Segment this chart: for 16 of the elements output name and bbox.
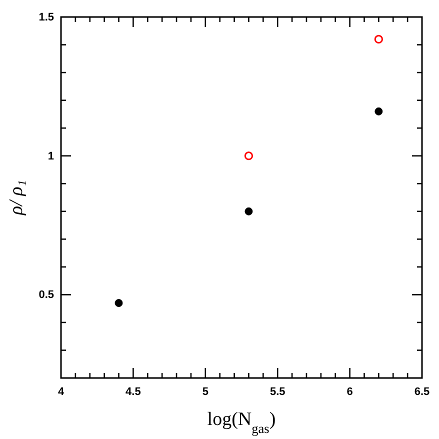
point — [244, 152, 254, 160]
x-tick-label: 6 — [346, 386, 353, 398]
y-tick-label: 1 — [48, 150, 54, 162]
y-tick-label: 0.5 — [38, 289, 54, 302]
y-tick-label: 1.5 — [38, 12, 54, 24]
point — [374, 34, 383, 44]
x-tick-label: 5.5 — [270, 386, 286, 398]
x-tick-label: 6.5 — [414, 386, 430, 398]
x-tick-label: 4 — [58, 386, 65, 398]
point — [114, 299, 123, 308]
point — [374, 107, 383, 116]
x-tick-label: 5 — [202, 386, 208, 398]
x-tick-label: 4.5 — [126, 386, 141, 398]
point — [244, 207, 253, 216]
x-axis-title: log(N$_{gas}$) — [207, 409, 276, 436]
y-axis-title: ρ/ ρ₁ — [6, 180, 27, 216]
